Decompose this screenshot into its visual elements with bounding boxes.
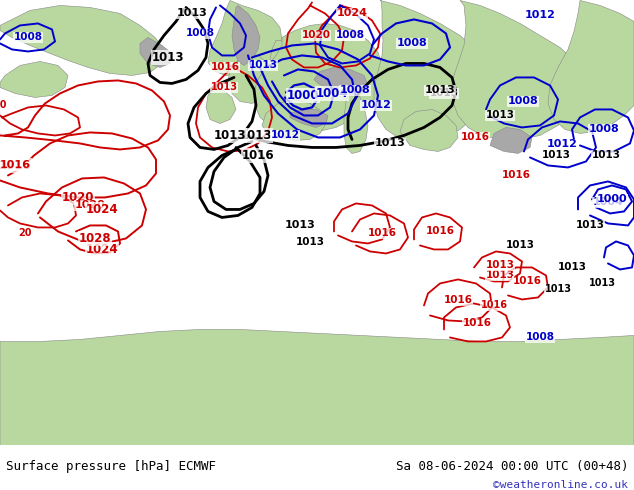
Text: 20: 20 [18,228,32,239]
Polygon shape [374,0,488,142]
Text: 1013: 1013 [486,261,515,270]
Polygon shape [228,55,274,103]
Text: 1016: 1016 [462,318,491,328]
Text: 1013: 1013 [486,270,515,280]
Polygon shape [490,127,532,153]
Text: 1016: 1016 [368,228,396,239]
Polygon shape [548,0,634,133]
Text: ©weatheronline.co.uk: ©weatheronline.co.uk [493,480,628,490]
Text: 1008: 1008 [588,124,619,134]
Text: 1012: 1012 [524,10,555,21]
Text: 1008: 1008 [397,38,427,49]
Polygon shape [232,5,260,66]
Text: 1000: 1000 [597,195,627,204]
Text: 1013: 1013 [576,220,604,230]
Text: 1013: 1013 [295,238,325,247]
Polygon shape [314,68,368,96]
Text: 1013: 1013 [592,150,621,160]
Polygon shape [208,0,282,75]
Text: 1013: 1013 [486,110,515,121]
Text: 1016: 1016 [481,300,507,311]
Text: 1008: 1008 [335,30,365,41]
Polygon shape [344,85,368,153]
Text: 1013: 1013 [429,89,458,98]
Text: 1024: 1024 [86,243,119,256]
Text: 1020: 1020 [302,30,330,41]
Text: 1013: 1013 [588,278,616,289]
Polygon shape [270,41,305,75]
Text: 1016: 1016 [501,171,531,180]
Text: 1016: 1016 [444,295,472,305]
Text: 1013: 1013 [541,150,571,160]
Text: 1008: 1008 [526,332,555,343]
Text: 1020: 1020 [61,191,94,204]
Text: 1013: 1013 [425,85,455,96]
Text: 1012: 1012 [361,100,391,110]
Text: 1016: 1016 [210,62,240,73]
Text: 1024: 1024 [337,8,368,19]
Text: Surface pressure [hPa] ECMWF: Surface pressure [hPa] ECMWF [6,460,216,473]
Polygon shape [0,61,68,98]
Polygon shape [206,87,236,123]
Text: 1013: 1013 [545,285,571,294]
Polygon shape [0,329,634,445]
Text: 1016: 1016 [425,226,455,237]
Text: 1016: 1016 [460,132,489,143]
Polygon shape [262,99,326,141]
Text: 1016: 1016 [0,160,30,171]
Text: 1012: 1012 [271,130,299,141]
Text: 1008: 1008 [186,28,214,38]
Text: 1013: 1013 [240,129,272,142]
Text: 1028: 1028 [79,232,112,245]
Text: 1013: 1013 [285,220,315,230]
Polygon shape [290,109,328,127]
Text: 1008: 1008 [508,97,538,106]
Text: 1016: 1016 [242,149,275,162]
Text: 1016: 1016 [0,159,31,172]
Polygon shape [140,37,172,68]
Text: 1004: 1004 [593,197,623,207]
Text: 1008: 1008 [340,85,370,96]
Polygon shape [0,5,165,75]
Text: 1024: 1024 [86,203,119,216]
Text: Sa 08-06-2024 00:00 UTC (00+48): Sa 08-06-2024 00:00 UTC (00+48) [396,460,628,473]
Text: 1000: 1000 [287,89,320,102]
Text: 1013: 1013 [249,60,278,71]
Text: 1013: 1013 [177,8,207,19]
Text: 1020: 1020 [75,200,105,210]
Text: 1012: 1012 [547,140,578,149]
Text: 1013: 1013 [505,241,534,250]
Text: 1004: 1004 [316,87,348,100]
Text: 1013: 1013 [214,129,246,142]
Polygon shape [452,0,582,140]
Text: 1008: 1008 [13,32,42,43]
Text: 20: 20 [0,100,7,110]
Text: 1013: 1013 [375,139,405,148]
Text: 1016: 1016 [512,276,541,287]
Text: 1013: 1013 [210,82,238,93]
Text: 1016: 1016 [335,30,365,41]
Polygon shape [400,109,458,151]
Text: 1013: 1013 [152,51,184,64]
Text: 1013: 1013 [557,263,586,272]
Polygon shape [254,24,383,133]
